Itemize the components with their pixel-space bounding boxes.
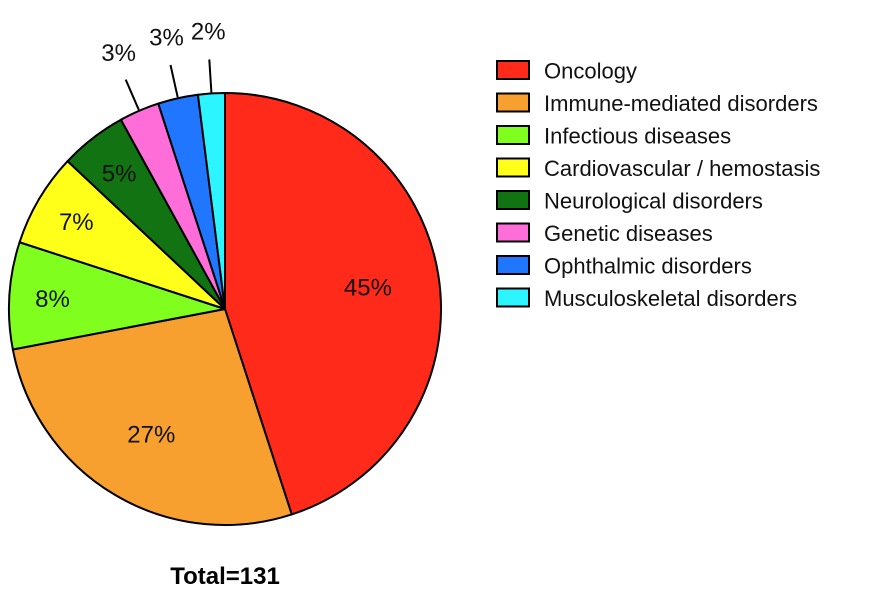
legend-swatch-oncology (496, 60, 530, 80)
pie-slice-oncology (224, 92, 442, 516)
legend-item-genetic-diseases: Genetic diseases (496, 221, 713, 246)
legend-swatch-cardiovascular-hemostasis (496, 157, 530, 178)
leader-line-musculoskeletal-disorders (208, 59, 213, 93)
legend-label-genetic-diseases: Genetic diseases (544, 221, 713, 246)
legend-label-cardiovascular-hemostasis: Cardiovascular / hemostasis (544, 156, 820, 181)
legend: Oncology Immune-mediated disorders Infecti… (496, 59, 820, 311)
slice-label-immune-mediated-disorders: 27% (127, 422, 175, 449)
slice-label-cardiovascular-hemostasis: 7% (59, 209, 94, 236)
pie-slice-musculoskeletal-disorders (196, 91, 226, 310)
legend-label-immune-mediated-disorders: Immune-mediated disorders (544, 91, 818, 116)
legend-label-ophthalmic-disorders: Ophthalmic disorders (544, 254, 752, 279)
total-label: Total=131 (170, 563, 280, 590)
slice-labels: 45% 27% 8% 7% 5% 3% 3% 2% (35, 19, 392, 449)
pie-slices (8, 91, 442, 526)
slice-label-neurological-disorders: 5% (102, 161, 137, 188)
legend-label-musculoskeletal-disorders: Musculoskeletal disorders (544, 286, 797, 311)
slice-label-oncology: 45% (344, 274, 392, 301)
legend-item-musculoskeletal-disorders: Musculoskeletal disorders (496, 286, 797, 311)
leader-line-genetic-diseases (124, 79, 140, 111)
legend-item-ophthalmic-disorders: Ophthalmic disorders (496, 254, 752, 279)
pie-slice-infectious-diseases (8, 241, 226, 351)
legend-item-immune-mediated-disorders: Immune-mediated disorders (496, 91, 818, 116)
legend-swatch-neurological-disorders (496, 190, 530, 210)
legend-item-infectious-diseases: Infectious diseases (496, 124, 731, 149)
pie-slice-immune-mediated-disorders (11, 308, 293, 526)
legend-swatch-musculoskeletal-disorders (496, 287, 530, 308)
slice-label-musculoskeletal-disorders: 2% (191, 19, 226, 46)
legend-label-oncology: Oncology (544, 59, 637, 84)
legend-swatch-ophthalmic-disorders (496, 255, 530, 275)
legend-label-infectious-diseases: Infectious diseases (544, 124, 731, 149)
legend-item-oncology: Oncology (496, 59, 637, 84)
legend-swatch-infectious-diseases (496, 125, 530, 145)
leader-line-ophthalmic-disorders (169, 64, 179, 98)
legend-swatch-genetic-diseases (496, 222, 530, 243)
legend-label-neurological-disorders: Neurological disorders (544, 189, 763, 214)
legend-item-cardiovascular-hemostasis: Cardiovascular / hemostasis (496, 156, 820, 181)
slice-label-infectious-diseases: 8% (35, 286, 70, 313)
slice-label-ophthalmic-disorders: 3% (149, 25, 184, 52)
legend-item-neurological-disorders: Neurological disorders (496, 189, 763, 214)
slice-label-genetic-diseases: 3% (101, 40, 136, 67)
legend-swatch-immune-mediated-disorders (496, 92, 530, 113)
